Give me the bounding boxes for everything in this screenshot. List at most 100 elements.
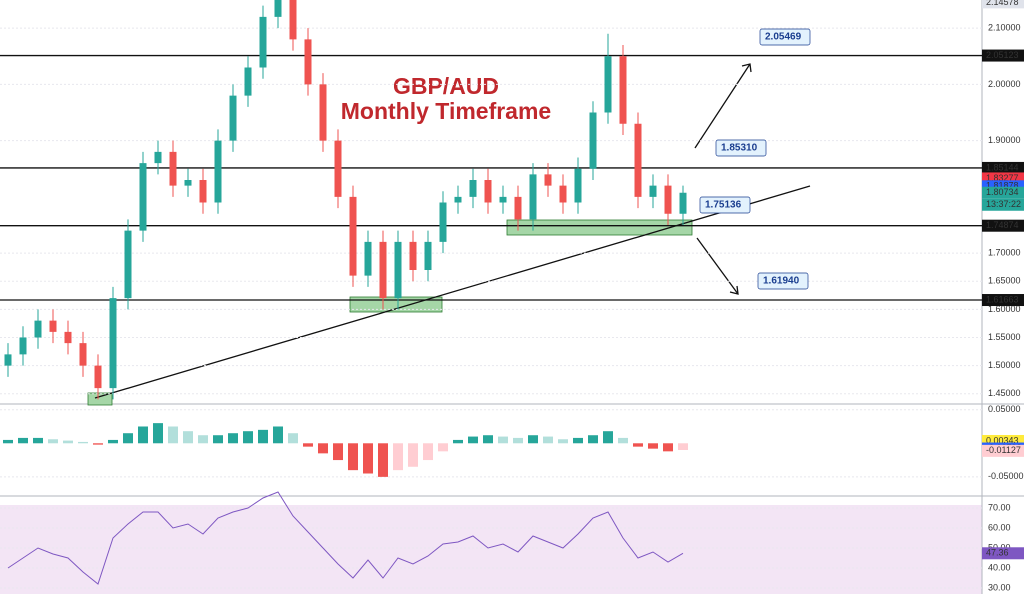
macd-bar <box>228 433 238 444</box>
annotation-label: 1.85310 <box>721 143 758 154</box>
candle-body <box>499 196 507 203</box>
macd-bar <box>408 443 418 467</box>
price-tag-label: 2.05123 <box>986 50 1019 60</box>
macd-bar <box>678 443 688 450</box>
macd-bar <box>93 443 103 445</box>
candle-body <box>229 95 237 141</box>
macd-bar <box>618 437 628 444</box>
chart-title: Monthly Timeframe <box>341 98 551 124</box>
macd-bar <box>333 443 343 461</box>
price-tag <box>982 219 1024 232</box>
candle-body <box>484 180 492 203</box>
y-tick-label: 1.70000 <box>988 248 1021 258</box>
price-tag <box>982 294 1024 307</box>
macd-bar <box>543 436 553 444</box>
macd-bar <box>63 440 73 444</box>
macd-bar <box>528 435 538 444</box>
macd-bar <box>453 439 463 444</box>
candle-body <box>154 151 162 164</box>
price-tag-label: -0.01127 <box>986 445 1021 455</box>
macd-bar <box>378 443 388 477</box>
macd-bar <box>3 439 13 444</box>
macd-bar <box>483 435 493 444</box>
candle-body <box>559 185 567 203</box>
price-tag <box>982 0 1024 9</box>
macd-bar <box>108 439 118 444</box>
y-tick-label: 2.10000 <box>988 23 1021 33</box>
candle-body <box>439 202 447 242</box>
candle-body <box>664 185 672 214</box>
y-tick-label: 40.00 <box>988 562 1011 572</box>
price-tag <box>982 547 1024 560</box>
candle-body <box>64 331 72 344</box>
arrows <box>694 63 752 295</box>
candle-body <box>424 241 432 270</box>
macd-bar <box>393 443 403 471</box>
y-tick-label: 60.00 <box>988 522 1011 532</box>
macd-bar <box>633 443 643 447</box>
countdown: 13:37:22 <box>986 199 1021 209</box>
candle-body <box>94 365 102 389</box>
candle-body <box>109 298 117 389</box>
annotation-box <box>757 272 809 290</box>
y-tick-label: 1.60000 <box>988 304 1021 314</box>
annotation-box <box>699 196 751 214</box>
rsi-background <box>0 505 982 594</box>
candle-body <box>469 180 477 197</box>
macd-bar <box>258 429 268 444</box>
macd-bar <box>303 443 313 447</box>
candle-body <box>409 241 417 270</box>
support-zone <box>87 392 113 406</box>
macd-bar <box>198 435 208 444</box>
y-tick-label: 1.45000 <box>988 388 1021 398</box>
macd-bar <box>363 443 373 474</box>
candle-body <box>259 16 267 68</box>
price-tag-label: 1.80734 <box>986 187 1019 197</box>
macd-bar <box>153 423 163 444</box>
macd-bar <box>33 437 43 444</box>
y-tick-label: -0.05000 <box>988 471 1024 481</box>
macd-bar <box>318 443 328 454</box>
macd-bar <box>348 443 358 471</box>
candle-body <box>289 0 297 40</box>
macd-bar <box>48 439 58 444</box>
macd-bar <box>603 431 613 444</box>
price-tag-label: 1.74874 <box>986 220 1019 230</box>
candle-body <box>514 196 522 220</box>
price-tag <box>982 444 1024 457</box>
price-tag-label: 1.81878 <box>986 181 1019 191</box>
price-tag <box>982 186 1024 199</box>
candle-body <box>634 123 642 197</box>
candle-body <box>214 140 222 203</box>
y-tick-label: 0.05000 <box>988 404 1021 414</box>
candle-body <box>604 56 612 113</box>
macd-bar <box>138 426 148 444</box>
candle-body <box>544 174 552 186</box>
price-tag-label: 1.83277 <box>986 173 1019 183</box>
candle-body <box>199 180 207 203</box>
y-tick-label: 2.00000 <box>988 79 1021 89</box>
candle-body <box>139 163 147 231</box>
candle-body <box>244 67 252 96</box>
candle-body <box>124 230 132 299</box>
candle-body <box>4 354 12 366</box>
rsi-line <box>7 491 684 585</box>
price-tag <box>982 161 1024 174</box>
candle-body <box>364 241 372 276</box>
candle-body <box>79 343 87 366</box>
y-tick-label: 1.50000 <box>988 360 1021 370</box>
annotation-box <box>715 139 767 157</box>
annotation-box <box>759 28 811 46</box>
y-tick-label: 1.90000 <box>988 135 1021 145</box>
price-tag <box>982 49 1024 62</box>
price-tag-label: 1.61663 <box>986 294 1019 304</box>
candle-body <box>619 56 627 124</box>
price-tag-label: 47.36 <box>986 548 1009 558</box>
candle-body <box>169 151 177 186</box>
macd-bar <box>438 443 448 452</box>
price-tag-label: 2.14578 <box>986 0 1019 7</box>
candle-body <box>529 174 537 220</box>
candle-body <box>589 112 597 169</box>
support-zone <box>506 219 693 236</box>
macd-bar <box>78 441 88 444</box>
